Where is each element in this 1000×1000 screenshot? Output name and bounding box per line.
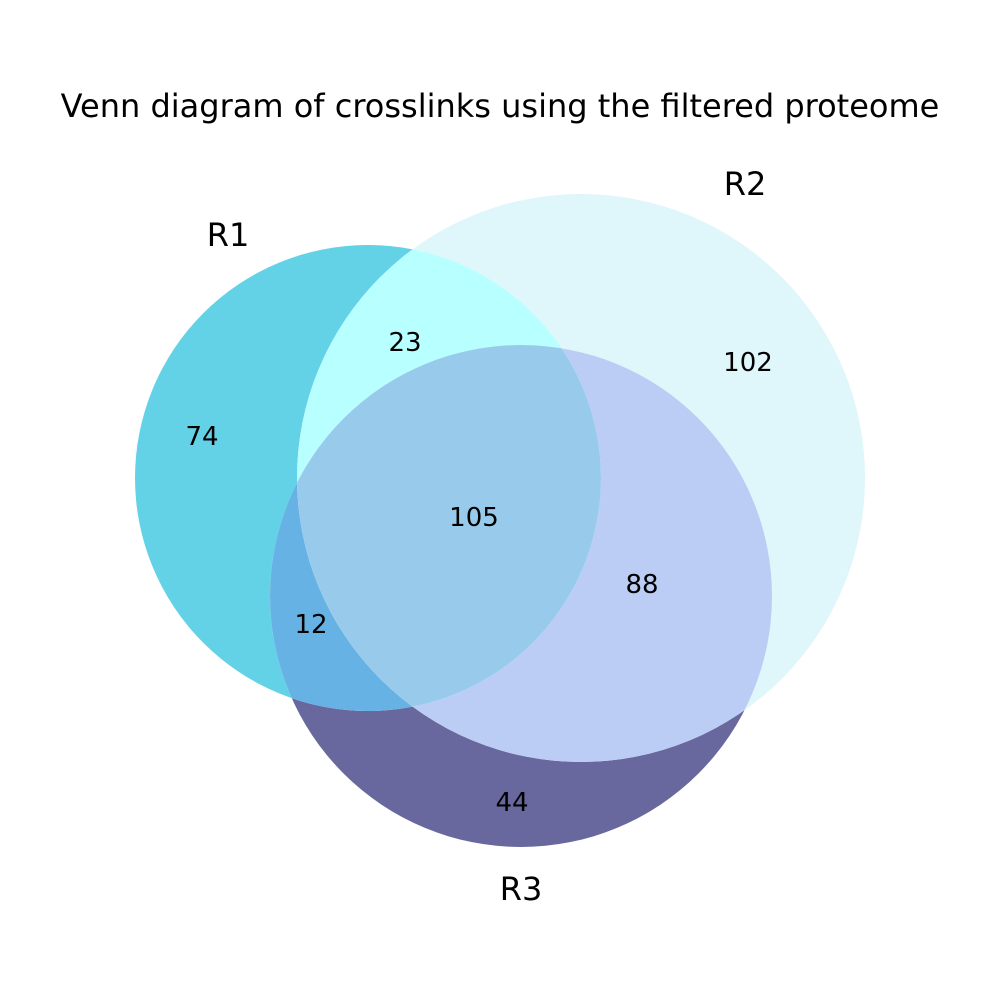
set-label-r3: R3 bbox=[500, 870, 543, 908]
count-r1-r3: 12 bbox=[294, 610, 327, 640]
count-r1-only: 74 bbox=[185, 422, 218, 452]
count-r1-r2: 23 bbox=[388, 328, 421, 358]
region-r1-r2-r3 bbox=[297, 345, 601, 711]
count-r3-only: 44 bbox=[495, 788, 528, 818]
set-label-r1: R1 bbox=[207, 216, 250, 254]
count-r2-r3: 88 bbox=[625, 570, 658, 600]
set-label-r2: R2 bbox=[724, 165, 767, 203]
count-r2-only: 102 bbox=[723, 348, 773, 378]
diagram-title: Venn diagram of crosslinks using the fil… bbox=[61, 87, 940, 125]
count-r1-r2-r3: 105 bbox=[449, 503, 499, 533]
